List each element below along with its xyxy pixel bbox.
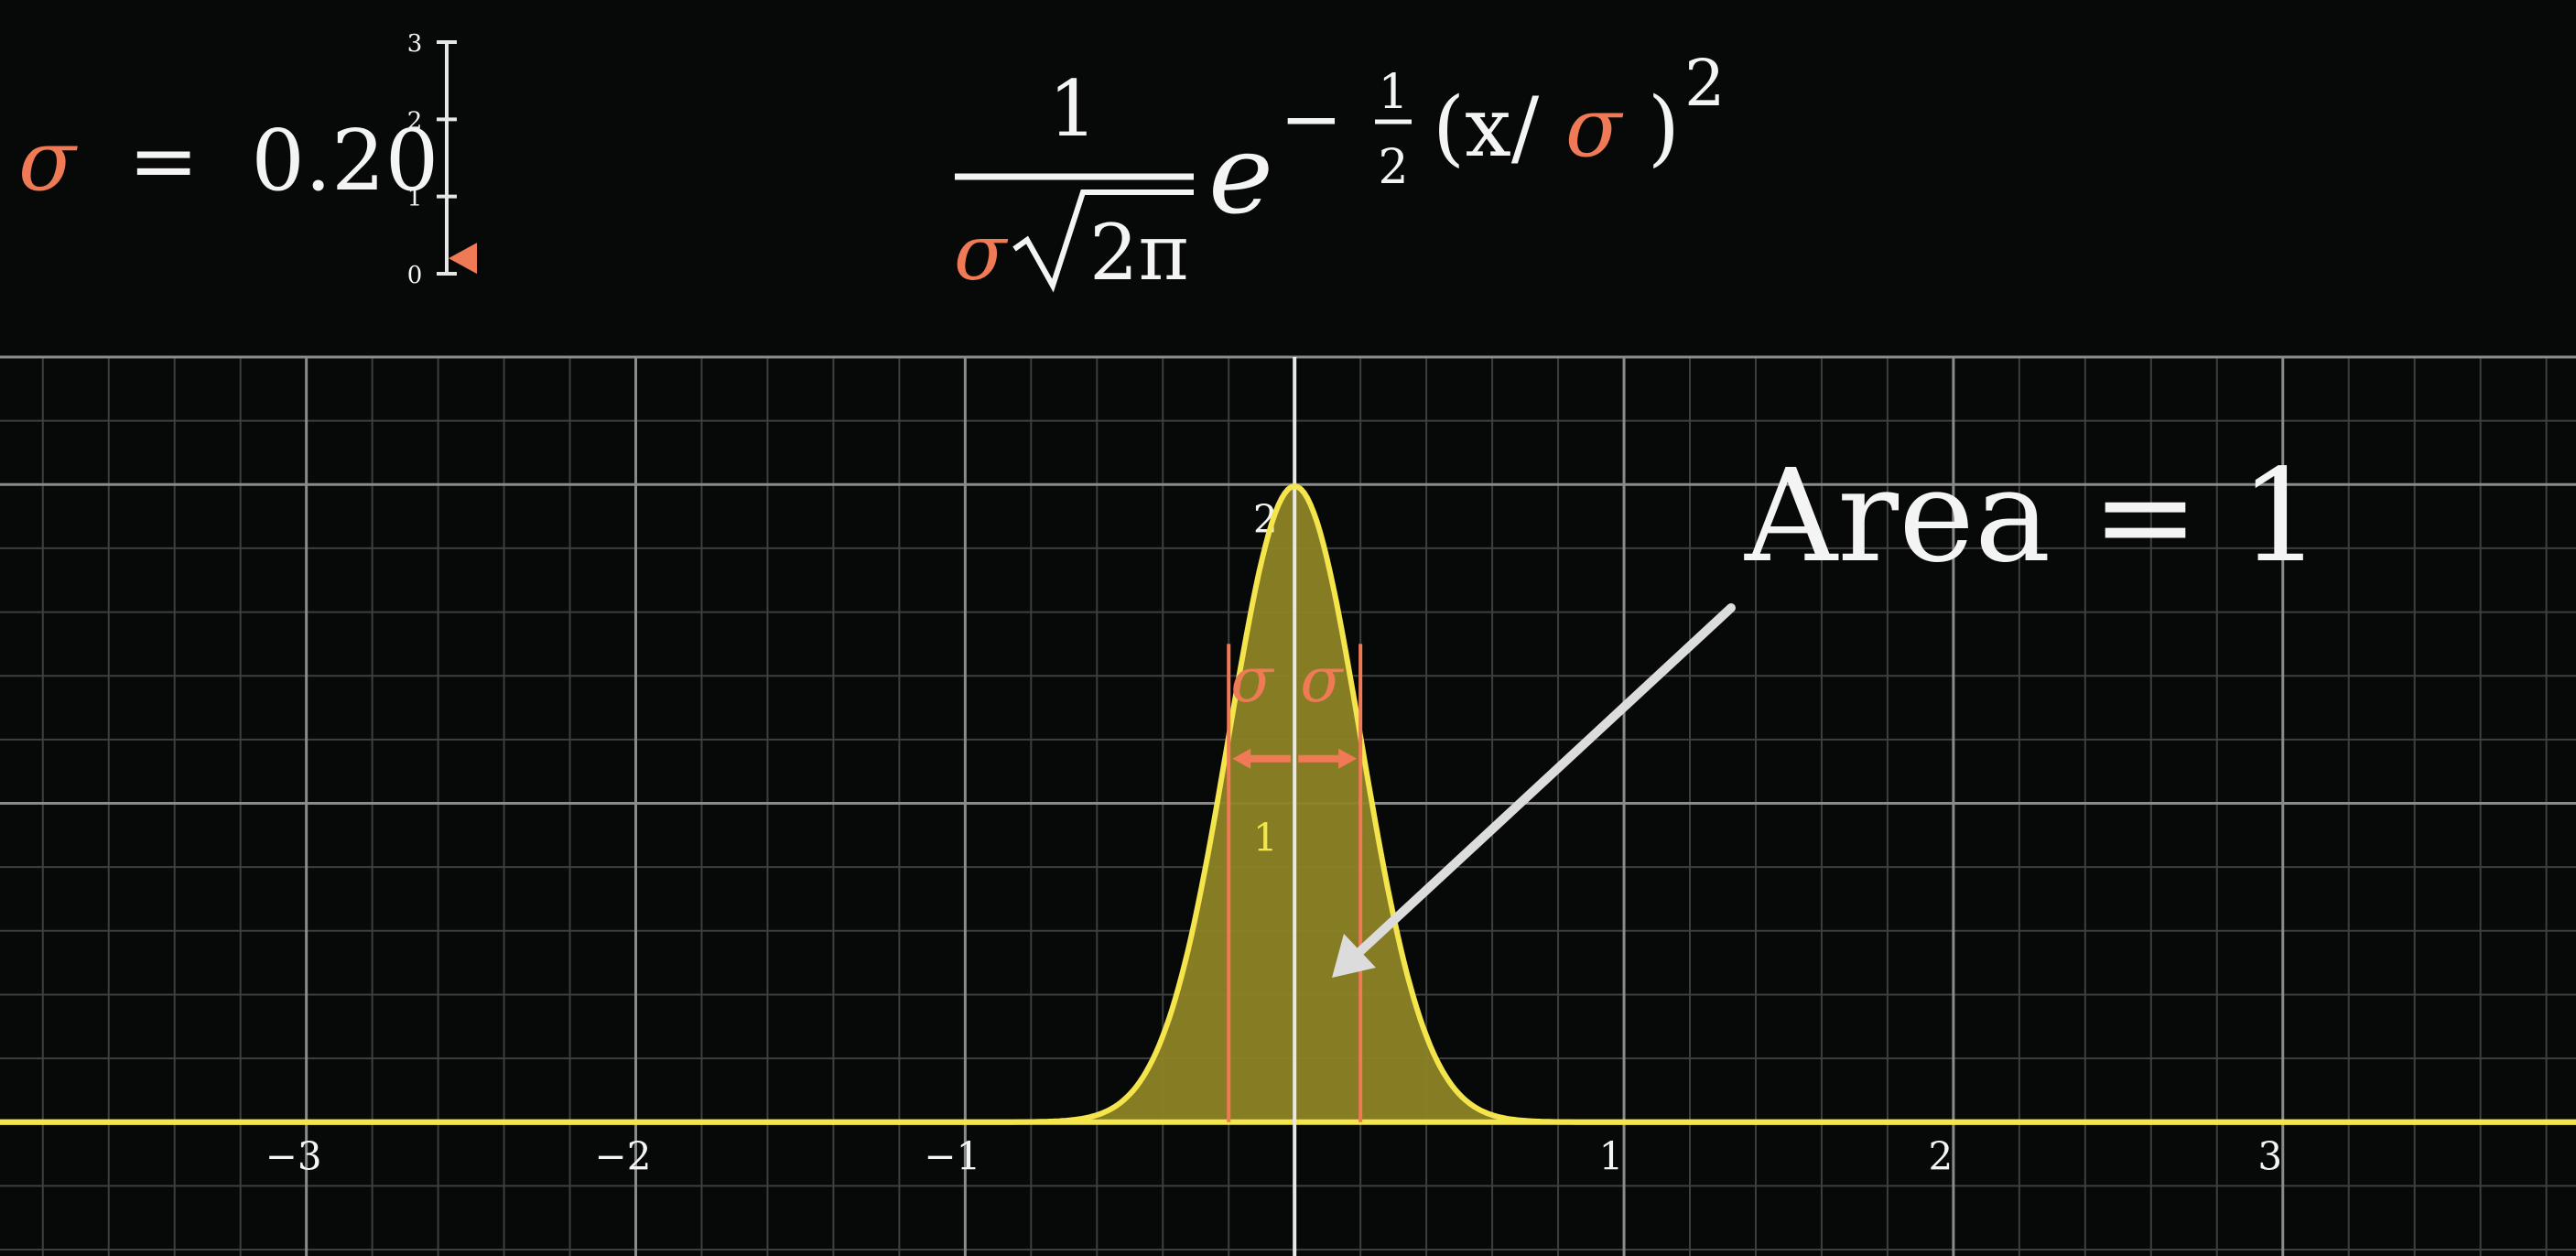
sigma-arrow-right-head [1338,748,1358,769]
formula-exp-minus: − [1280,76,1343,163]
x-tick-label: 3 [2257,1134,2282,1179]
slider-tick-label: 3 [407,30,423,58]
sigma-symbol: σ [18,112,78,210]
formula-base-e: e [1208,112,1273,239]
formula-exp-half-numerator: 1 [1378,65,1408,120]
sigma-value: 0.20 [251,112,438,210]
slider-tick-label: 0 [407,262,423,289]
formula-exp-half-denominator: 2 [1378,140,1408,195]
area-arrow-head [1332,934,1376,978]
formula-denominator-rest: 2π [1089,208,1189,298]
x-tick-labels: −3 −2 −1 1 2 3 [265,1134,2282,1179]
formula-exp-group: (x/ σ ) [1433,80,1680,176]
sigma-arrow-left-head [1232,748,1251,769]
x-tick-label: 1 [1599,1134,1624,1179]
sigma-width-arrows [1232,748,1358,769]
sigma-readout-text: σ = 0.20 [18,112,438,210]
formula-denominator-sigma: σ [954,208,1009,298]
sigma-label-right: σ [1300,644,1344,717]
slider-ticks: 0 1 2 3 [407,30,457,289]
formula-exp-close: ) [1648,80,1680,176]
area-under-curve [0,486,2576,1122]
formula-exp-sigma: σ [1565,80,1624,176]
sigma-slider[interactable]: 0 1 2 3 [407,30,477,289]
formula-exp-open: (x/ [1433,80,1540,176]
slider-tick-label: 1 [407,185,423,212]
sigma-equals: = [128,112,199,210]
area-label: Area = 1 [1744,442,2322,591]
gaussian-curve [0,483,2576,1125]
x-tick-label: −1 [924,1134,980,1179]
formula-exp-power: 2 [1684,46,1726,121]
formula-sqrt-sign [1012,189,1194,293]
slider-tick-label: 2 [407,107,423,135]
formula-numerator: 1 [1048,64,1097,154]
x-tick-label: 2 [1929,1134,1954,1179]
gaussian-formula: 1 σ 2π e − 1 2 (x/ σ ) 2 [954,46,1726,298]
normal-distribution-graph: −3 −2 −1 1 2 3 1 2 σ σ [0,355,2576,1256]
sigma-label-left: σ [1230,644,1274,717]
area-annotation: Area = 1 [1332,442,2322,978]
x-tick-label: −2 [595,1134,652,1179]
area-arrow-shaft [1354,603,1736,958]
slider-handle[interactable] [449,243,477,275]
y-tick-label: 1 [1253,816,1278,861]
x-tick-label: −3 [265,1134,322,1179]
sigma-readout: σ = 0.20 [18,112,438,210]
